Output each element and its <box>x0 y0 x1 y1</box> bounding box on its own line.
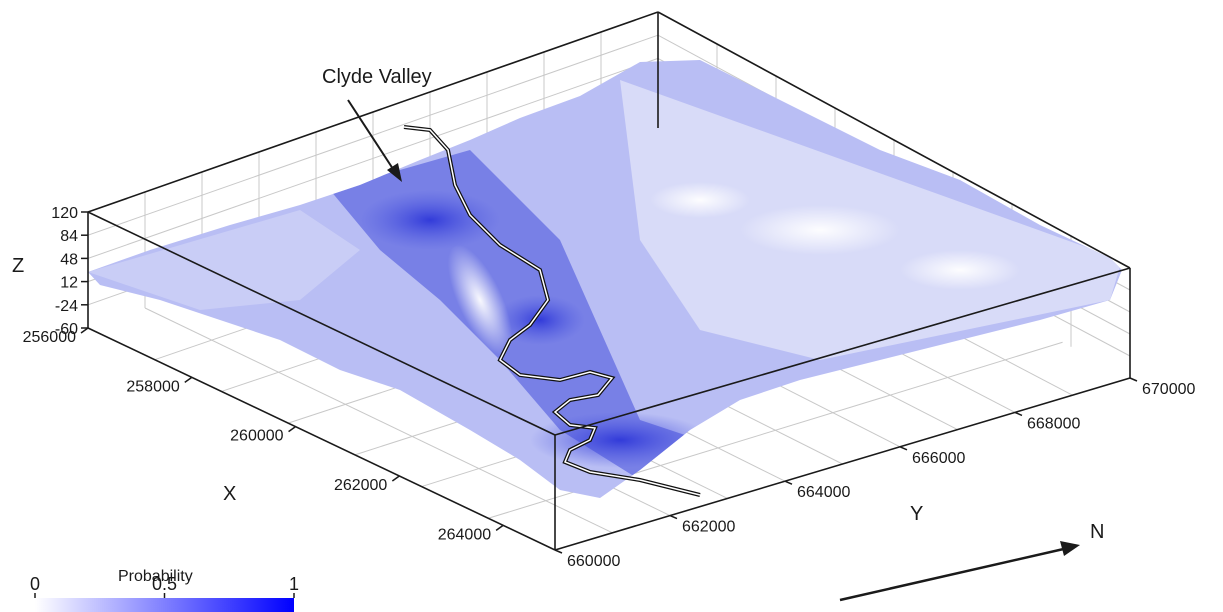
low-probability-patch-3 <box>650 182 750 218</box>
y-tick-label: 668000 <box>1027 415 1080 432</box>
colorbar-gradient <box>35 598 294 612</box>
annotation-arrow-line <box>347 99 396 173</box>
y-tick-mark <box>669 514 678 520</box>
y-tick-mark <box>1014 411 1023 417</box>
x-tick-label: 258000 <box>126 378 179 395</box>
z-tick-label: -60 <box>55 321 78 338</box>
colorbar-title: Probability <box>118 568 193 585</box>
y-tick-label: 664000 <box>797 484 850 501</box>
box-edge <box>554 267 1131 436</box>
x-tick-mark <box>391 475 400 482</box>
high-probability-patch-2 <box>530 412 710 468</box>
y-tick-mark <box>1129 377 1138 382</box>
x-tick-label: 260000 <box>230 428 283 445</box>
colorbar-tick-label: 1 <box>289 574 299 594</box>
colorbar-ticks: 0 0.5 1 <box>30 574 299 598</box>
y-tick-label: 660000 <box>567 553 620 570</box>
x-tick-mark <box>288 426 296 433</box>
box-edge <box>657 11 1131 269</box>
north-arrowhead <box>1060 541 1080 556</box>
z-axis-ticks: 120 84 48 12 -24 -60 <box>51 205 88 338</box>
x-tick-label: 262000 <box>334 477 387 494</box>
z-tick-label: 48 <box>60 251 78 268</box>
low-probability-strip <box>447 244 513 356</box>
low-probability-patch-2 <box>900 250 1020 290</box>
north-arrow-line <box>839 546 1069 602</box>
high-probability-patch-1 <box>360 190 500 250</box>
y-tick-mark <box>899 446 908 451</box>
y-tick-label: 666000 <box>912 450 965 467</box>
z-tick-label: 12 <box>60 275 78 292</box>
box-edge <box>554 377 1131 551</box>
y-tick-mark <box>554 549 563 554</box>
north-label: N <box>1090 521 1104 543</box>
z-tick-label: 84 <box>60 228 78 245</box>
x-axis-label: X <box>223 483 236 505</box>
box-edge <box>87 11 659 213</box>
grid-line <box>144 307 613 534</box>
surface-light-west <box>88 210 360 310</box>
box-edge <box>87 327 556 551</box>
x-axis-ticks: 256000 258000 260000 262000 264000 <box>23 327 504 543</box>
colorbar-tick-label: 0 <box>30 574 40 594</box>
x-tick-label: 264000 <box>438 526 491 543</box>
colorbar-tick-label: 0.5 <box>152 574 177 594</box>
river-clyde-inner <box>403 126 701 496</box>
x-tick-mark <box>495 524 504 531</box>
x-tick-mark <box>184 376 193 383</box>
annotation-arrowhead <box>387 163 402 182</box>
y-tick-label: 670000 <box>1142 381 1195 398</box>
x-tick-label: 256000 <box>23 329 76 346</box>
box-edge <box>87 211 556 436</box>
low-probability-patch-1 <box>740 205 900 255</box>
y-tick-label: 662000 <box>682 519 735 536</box>
annotation-label: Clyde Valley <box>322 66 432 88</box>
z-tick-label: -24 <box>55 298 78 315</box>
bounding-box <box>87 11 1131 551</box>
y-axis-label: Y <box>910 503 923 525</box>
y-tick-mark <box>784 480 793 485</box>
z-tick-label: 120 <box>51 205 78 222</box>
z-axis-label: Z <box>12 255 24 277</box>
y-axis-ticks: 660000 662000 664000 666000 668000 670000 <box>554 377 1195 570</box>
x-tick-mark <box>80 327 89 334</box>
